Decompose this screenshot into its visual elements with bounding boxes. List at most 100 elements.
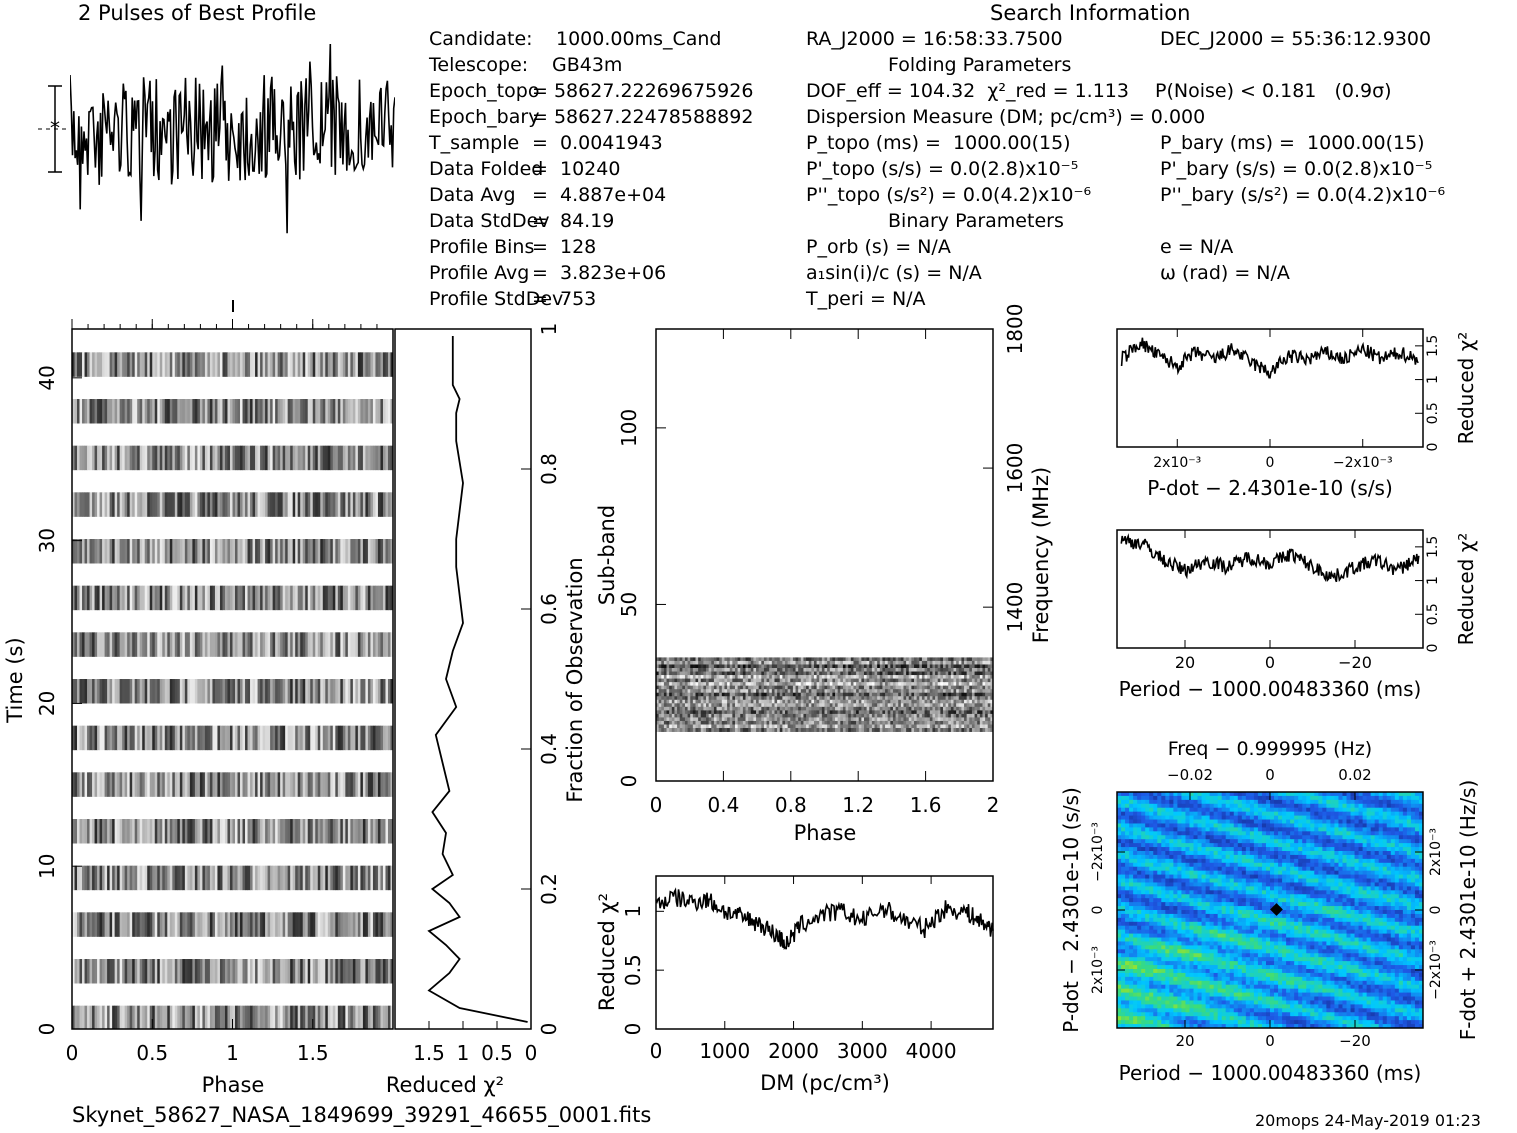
subband-cell <box>903 713 907 718</box>
subband-cell <box>906 710 910 715</box>
time-phase-cell <box>192 912 196 937</box>
subband-cell <box>727 657 731 662</box>
subband-cell <box>658 713 662 718</box>
time-phase-cell <box>332 912 336 937</box>
time-phase-cell <box>89 585 93 611</box>
subband-cell <box>890 706 894 711</box>
time-phase-cell <box>357 492 361 517</box>
y2-tick-label: 1800 <box>1003 304 1027 355</box>
subband-cell <box>977 668 981 672</box>
time-phase-cell <box>287 912 291 937</box>
subband-cell <box>740 713 744 718</box>
time-phase-cell <box>282 632 286 657</box>
subband-cell <box>966 706 970 711</box>
time-phase-cell <box>330 492 334 517</box>
time-phase-cell <box>152 912 156 937</box>
time-phase-cell <box>214 959 218 984</box>
time-phase-cell <box>209 725 213 751</box>
time-phase-cell <box>212 959 216 984</box>
subband-cell <box>716 668 720 672</box>
subband-cell <box>708 724 712 729</box>
time-phase-cell <box>152 865 156 891</box>
time-phase-cell <box>192 492 196 517</box>
subband-cell <box>758 706 762 711</box>
subband-cell <box>837 660 841 665</box>
subband-cell <box>853 696 857 701</box>
subband-cell <box>682 664 686 669</box>
time-phase-cell <box>147 1005 151 1029</box>
subband-cell <box>813 678 817 683</box>
subband-cell <box>937 699 941 704</box>
time-phase-cell <box>129 445 133 471</box>
time-phase-cell <box>162 492 166 517</box>
subband-cell <box>703 664 707 669</box>
subband-cell <box>695 717 699 722</box>
time-phase-cell <box>290 399 294 424</box>
time-phase-cell <box>385 679 389 704</box>
subband-cell <box>958 720 962 725</box>
ppdot-cell <box>1370 792 1376 797</box>
time-phase-cell <box>267 1005 271 1029</box>
subband-cell <box>766 703 770 708</box>
subband-cell <box>679 699 683 704</box>
subband-cell <box>924 664 928 669</box>
x-tick-label: 1.2 <box>842 793 874 817</box>
subband-cell <box>842 689 846 694</box>
subband-cell <box>948 703 952 708</box>
ppdot-cell <box>1197 795 1203 801</box>
subband-cell <box>911 713 915 718</box>
time-phase-cell <box>147 679 151 704</box>
subband-cell <box>971 685 975 690</box>
subband-cell <box>948 685 952 690</box>
subband-cell <box>798 706 802 711</box>
subband-cell <box>745 657 749 662</box>
time-phase-cell <box>197 399 201 424</box>
ppdot-cell <box>1233 792 1239 797</box>
subband-cell <box>869 720 873 725</box>
time-phase-cell <box>147 959 151 984</box>
subband-cell <box>824 689 828 694</box>
subband-cell <box>937 657 941 662</box>
subband-cell <box>858 668 862 672</box>
subband-cell <box>819 703 823 708</box>
time-phase-cell <box>77 539 80 564</box>
subband-cell <box>848 668 852 672</box>
time-phase-cell <box>347 725 351 751</box>
subband-cell <box>890 717 894 722</box>
subband-cell <box>850 668 854 672</box>
subband-cell <box>837 664 841 669</box>
time-phase-cell <box>267 679 271 704</box>
time-phase-cell <box>245 679 248 704</box>
time-phase-cell <box>312 585 316 611</box>
subband-cell <box>745 685 749 690</box>
time-phase-cell <box>252 445 256 471</box>
subband-cell <box>687 706 691 711</box>
subband-cell <box>821 703 825 708</box>
time-phase-cell <box>380 585 384 611</box>
subband-cell <box>958 657 962 662</box>
time-phase-cell <box>202 352 206 377</box>
time-phase-cell <box>219 445 223 471</box>
subband-cell <box>748 720 752 725</box>
subband-cell <box>924 692 928 697</box>
subband-cell <box>961 668 965 672</box>
subband-cell <box>777 720 781 725</box>
ppdot-cell <box>1278 795 1283 801</box>
time-phase-cell <box>169 725 173 751</box>
time-phase-cell <box>330 959 334 984</box>
time-phase-cell <box>260 959 263 984</box>
time-phase-cell <box>347 1005 351 1029</box>
time-phase-cell <box>179 585 183 611</box>
subband-cell <box>656 728 660 732</box>
subband-cell <box>763 689 767 694</box>
time-phase-cell <box>224 865 228 891</box>
time-phase-cell <box>159 865 163 891</box>
ppdot-cell <box>1149 795 1154 801</box>
subband-cell <box>914 660 918 665</box>
subband-cell <box>966 699 970 704</box>
time-phase-cell <box>139 959 143 984</box>
subband-cell <box>932 692 936 697</box>
time-phase-cell <box>322 539 326 564</box>
time-phase-cell <box>157 679 161 704</box>
time-phase-cell <box>152 445 156 471</box>
